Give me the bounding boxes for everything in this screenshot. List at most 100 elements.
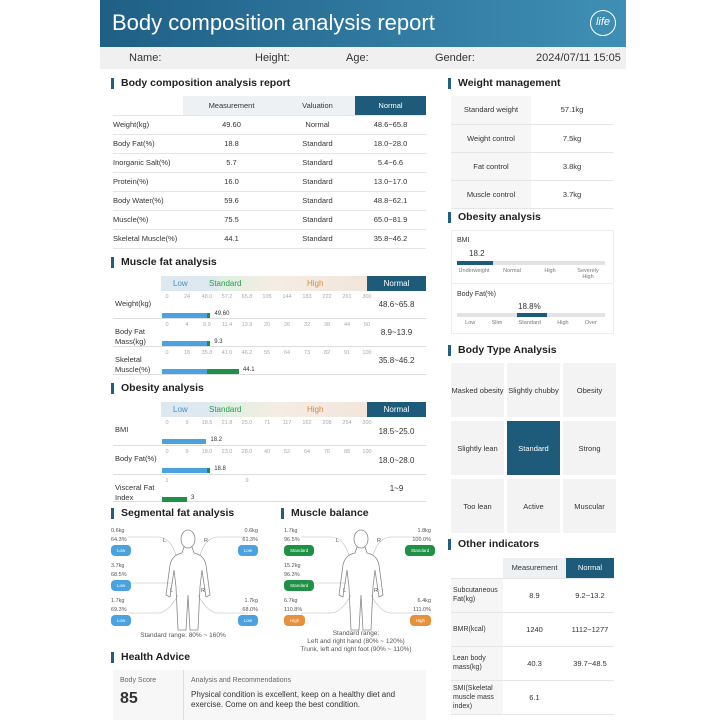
left_leg-percent: 69.3% xyxy=(111,607,127,613)
low-label: Low xyxy=(173,279,188,288)
bmi-scale-labels: Underweight Normal High Severely High xyxy=(457,268,605,280)
row-label: SMI(Skeletal muscle mass index) xyxy=(451,680,503,715)
obesity-right-title: Obesity analysis xyxy=(448,212,541,223)
normal-range: 65.0~81.9 xyxy=(355,210,426,230)
row-label: Standard weight xyxy=(451,96,531,125)
tick-label: 65.8 xyxy=(241,294,253,300)
tick-label: 18 xyxy=(183,350,191,356)
gender-label: Gender: xyxy=(435,52,475,64)
left_leg-block: 6.7kg 110.8% High xyxy=(284,597,306,626)
normal-range: 13.0~17.0 xyxy=(355,172,426,192)
right_arm-status-badge: Low xyxy=(237,545,258,556)
body-score-label: Body Score xyxy=(120,677,157,684)
tick-label: 32 xyxy=(303,322,311,328)
bmi-value: 18.2 xyxy=(469,249,485,258)
measurement: 18.8 xyxy=(183,134,280,154)
body-fat-label: Body Fat(%) xyxy=(457,291,496,298)
left_leg-status-badge: Low xyxy=(111,615,132,626)
table-row: Inorganic Salt(%) 5.7 Standard 5.4~6.6 xyxy=(113,153,426,173)
normal-range: 18.0~28.0 xyxy=(378,455,415,465)
value-label: 49.60 xyxy=(214,311,230,317)
row-value: 57.1kg xyxy=(531,96,613,125)
measurement: 44.1 xyxy=(183,229,280,249)
body-type-title: Body Type Analysis xyxy=(448,345,557,356)
left_leg-mass: 1.7kg xyxy=(111,598,125,604)
body-type-cell: Strong xyxy=(563,421,616,475)
body-fat-scale-label: Low xyxy=(465,320,476,326)
value-label: 9.3 xyxy=(214,339,223,345)
range-row: BMI 0 9 18.5 21.8 25.0 71 117 162 208 254 300 18.2 18… xyxy=(113,417,426,446)
health-advice-title: Health Advice xyxy=(111,652,190,663)
row-label: BMR(kcal) xyxy=(451,612,503,647)
segmental-fat-figure: 0.6kg 64.3% Low 0.6kg 61.3% Low 3.7kg 68.5% Low 1… xyxy=(108,525,268,645)
bmi-scale-label: Severely High xyxy=(577,268,599,280)
value-label: 18.2 xyxy=(210,437,223,443)
tick-label: 9 xyxy=(245,478,249,484)
tick-label: 208 xyxy=(322,420,332,426)
right_leg-status-badge: High xyxy=(409,615,431,626)
range-header: Low Standard High xyxy=(161,276,367,291)
tick-label: 24 xyxy=(183,294,191,300)
left_leg-status-badge: High xyxy=(284,615,306,626)
tick-label: 57.2 xyxy=(221,294,233,300)
side-label: L xyxy=(163,538,167,544)
measurement: 6.1 xyxy=(503,680,566,715)
row-label: Body Fat(%) xyxy=(115,454,157,463)
bmi-scale-fill xyxy=(457,261,493,265)
body-type-grid: Masked obesity Slightly chubby Obesity Slig… xyxy=(451,363,616,533)
measurement: 49.60 xyxy=(183,115,280,135)
range-row: Skeletal Muscle(%) 0 18 35.8 41.0 46.2 55 64 73 8… xyxy=(113,347,426,375)
tick-label: 0 xyxy=(165,420,169,426)
body-fat-scale-label: Standard xyxy=(518,320,541,326)
composition-title: Body composition analysis report xyxy=(111,78,290,89)
tick-label: 261 xyxy=(342,294,352,300)
tick-label: 64 xyxy=(283,350,291,356)
report-title: Body composition analysis report xyxy=(112,10,435,35)
muscle-balance-title: Muscle balance xyxy=(281,508,369,519)
value-bar-standard xyxy=(207,369,239,374)
right_arm-mass: 0.6kg xyxy=(244,528,258,534)
table-row: SMI(Skeletal muscle mass index) 6.1 xyxy=(451,680,614,715)
standard-label: Standard xyxy=(209,405,242,414)
obesity-title: Obesity analysis xyxy=(111,383,204,394)
row-label: Inorganic Salt(%) xyxy=(113,153,183,173)
tick-label: 64 xyxy=(303,449,311,455)
tick-label: 52 xyxy=(283,449,291,455)
tick-label: 23.0 xyxy=(221,449,233,455)
table-row: Muscle control 3.7kg xyxy=(451,180,613,209)
bmi-label: BMI xyxy=(457,237,470,244)
normal-range: 9.2~13.2 xyxy=(566,578,614,613)
value-bar-low xyxy=(162,439,207,444)
side-label: R xyxy=(374,588,378,594)
tick-label: 0 xyxy=(165,350,169,356)
row-value: 3.8kg xyxy=(531,152,613,181)
valuation: Standard xyxy=(280,210,355,230)
muscle-balance-figure: 1.7kg 96.5% Standard 1.8kg 100.0% Standard 15.… xyxy=(281,525,436,655)
side-label: R xyxy=(201,588,205,594)
measurement: 75.5 xyxy=(183,210,280,230)
col-valuation: Valuation xyxy=(280,96,355,116)
right_leg-mass: 1.7kg xyxy=(244,598,258,604)
measurement: 40.3 xyxy=(503,646,566,681)
tick-label: 41.0 xyxy=(221,350,233,356)
normal-range: 39.7~48.5 xyxy=(566,646,614,681)
body-type-cell: Slightly chubby xyxy=(507,363,560,417)
body-type-cell: Muscular xyxy=(563,479,616,533)
tick-label: 35.8 xyxy=(201,350,213,356)
measurement: 8.9 xyxy=(503,578,566,613)
row-label: Skeletal Muscle(%) xyxy=(113,229,183,249)
value-bar-standard xyxy=(207,468,211,473)
row-label: Body Fat Mass(kg) xyxy=(115,327,146,346)
left_arm-mass: 1.7kg xyxy=(284,528,298,534)
tick-label: 13.9 xyxy=(241,322,253,328)
tick-label: 71 xyxy=(263,420,271,426)
table-row: Subcutaneous Fat(kg) 8.9 9.2~13.2 xyxy=(451,578,614,613)
table-row: Weight control 7.5kg xyxy=(451,124,613,153)
value-bar-low xyxy=(162,468,207,473)
table-row: Protein(%) 16.0 Standard 13.0~17.0 xyxy=(113,172,426,192)
standard-range-note: Standard range: 80% ~ 160% xyxy=(140,632,226,639)
trunk-block: 15.2kg 96.3% Standard xyxy=(284,562,315,591)
high-label: High xyxy=(307,405,324,414)
tick-label: 82 xyxy=(323,350,331,356)
normal-range: 48.6~65.8 xyxy=(378,300,415,309)
